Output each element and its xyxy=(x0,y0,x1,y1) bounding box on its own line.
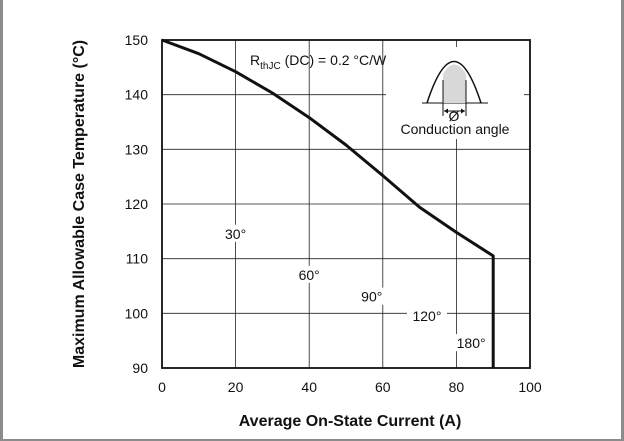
y-tick-label: 140 xyxy=(125,87,149,103)
angle-label-background xyxy=(406,306,447,324)
inset-sine-wave-icon xyxy=(426,60,482,104)
x-tick-label: 100 xyxy=(518,379,542,395)
rthjc-rest: (DC) = 0.2 °C/W xyxy=(281,52,387,68)
angle-label-background xyxy=(355,287,388,305)
angle-label: 90° xyxy=(361,289,382,305)
y-tick-label: 130 xyxy=(125,141,149,157)
rthjc-annotation: RthJC (DC) = 0.2 °C/W xyxy=(250,52,387,72)
inset-arrowhead-right xyxy=(461,108,465,114)
inset-arrowhead-left xyxy=(444,108,448,114)
x-tick-label: 80 xyxy=(449,379,465,395)
y-tick-label: 90 xyxy=(132,360,148,376)
angle-label: 120° xyxy=(412,308,441,324)
angle-label: 180° xyxy=(457,335,486,351)
y-tick-label: 100 xyxy=(125,305,149,321)
angle-label: 60° xyxy=(299,267,320,283)
x-tick-label: 20 xyxy=(228,379,244,395)
x-tick-label: 60 xyxy=(375,379,391,395)
x-tick-label: 0 xyxy=(158,379,166,395)
x-tick-label: 40 xyxy=(301,379,317,395)
inset-label: Conduction angle xyxy=(401,121,510,137)
conduction-angle-inset: Ø Conduction angle xyxy=(386,47,524,139)
series-line xyxy=(161,38,495,368)
angle-label-background xyxy=(219,224,252,242)
curve-group xyxy=(161,38,495,368)
x-axis-title: Average On-State Current (A) xyxy=(239,413,462,430)
angle-label-background xyxy=(451,334,492,352)
x-tick-labels: 0 20 40 60 80 100 xyxy=(158,379,542,395)
y-tick-label: 150 xyxy=(125,32,149,48)
plot-frame xyxy=(161,39,531,369)
y-axis-title: Maximum Allowable Case Temperature (°C) xyxy=(71,40,88,368)
inset-shaded-region xyxy=(443,64,466,103)
angle-labels: 30° 60° 90° 120° 180° xyxy=(219,224,492,352)
rthjc-sub: thJC xyxy=(260,61,281,72)
rthjc-main: R xyxy=(250,52,260,68)
y-tick-label: 120 xyxy=(125,196,149,212)
inset-angle-symbol: Ø xyxy=(449,108,460,124)
angle-label: 30° xyxy=(225,226,246,242)
y-tick-labels: 90 100 110 120 130 140 150 xyxy=(125,32,149,376)
y-tick-label: 110 xyxy=(126,251,149,267)
angle-label-background xyxy=(293,265,326,283)
